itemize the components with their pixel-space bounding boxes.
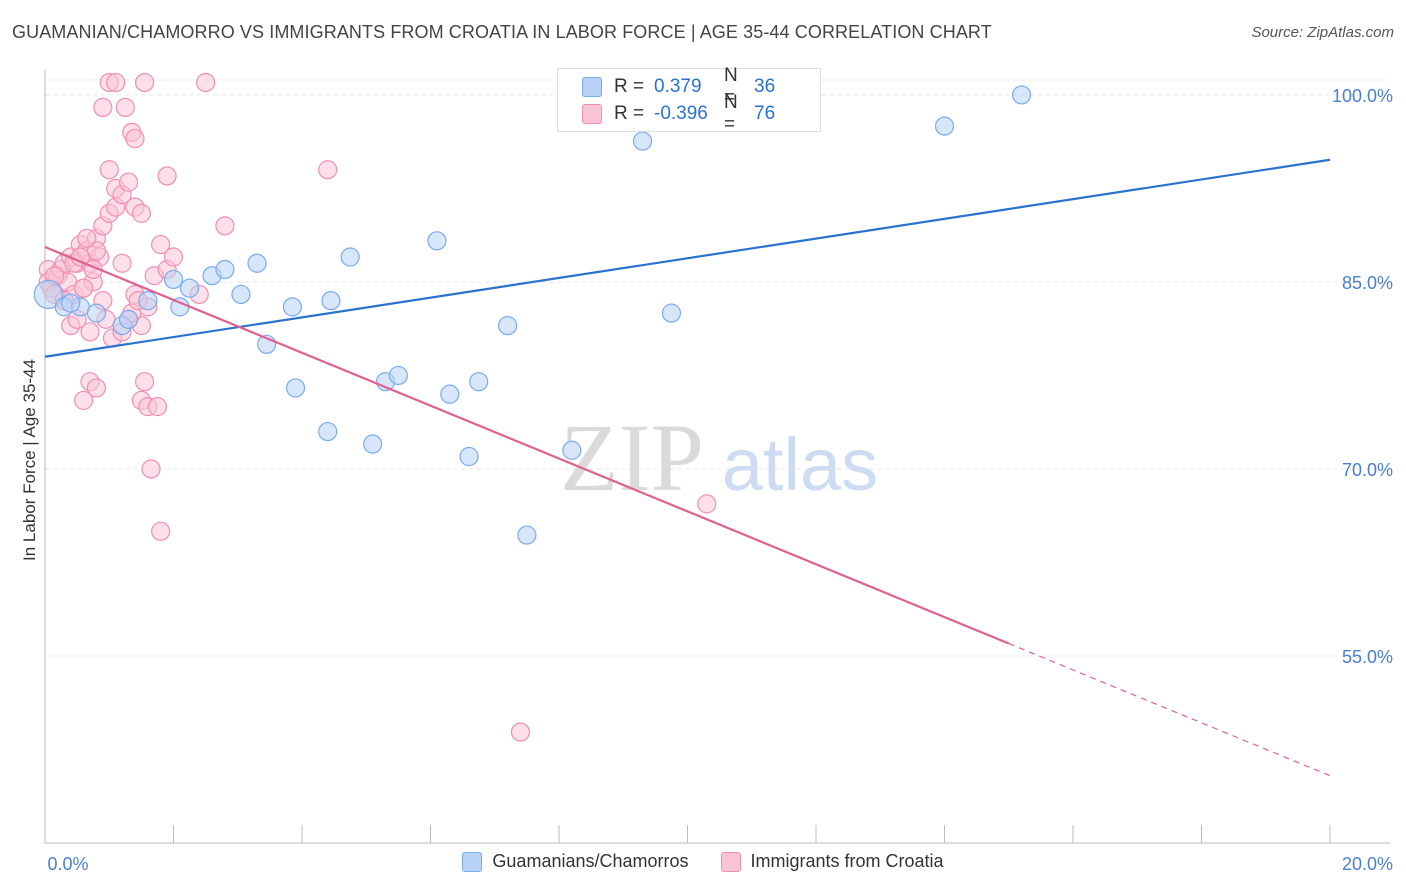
chart-source: Source: ZipAtlas.com: [1251, 24, 1394, 41]
y-tick-label: 100.0%: [1332, 86, 1393, 106]
croatia-point: [118, 172, 139, 192]
guamanian-point: [517, 525, 537, 545]
guamanian-point: [138, 291, 158, 311]
guamanian-point: [363, 434, 383, 454]
legend-swatch-croatia: [582, 104, 602, 124]
croatia-point: [163, 247, 184, 267]
legend-swatch-guamanian: [582, 77, 602, 97]
croatia-point: [697, 494, 717, 514]
tick-labels: 55.0% 70.0% 85.0% 100.0% 0.0% 20.0%: [47, 86, 1393, 874]
guamanian-point: [562, 440, 582, 460]
legend-row-guamanian: R = 0.379 N = 36: [582, 65, 776, 108]
n-label: N =: [724, 65, 738, 108]
r-label: R =: [614, 103, 645, 124]
croatia-point: [134, 372, 155, 392]
r-value-croatia: -0.396: [654, 103, 708, 124]
croatia-point: [151, 234, 171, 255]
watermark-zip: ZIP: [560, 404, 704, 511]
croatia-point: [196, 72, 216, 93]
guamanian-point: [215, 259, 235, 280]
guamanian-point: [285, 378, 306, 398]
series-croatia-points: [38, 72, 717, 742]
guamanian-point: [163, 269, 184, 290]
legend-label-croatia: Immigrants from Croatia: [750, 851, 944, 871]
croatia-point: [86, 378, 107, 398]
croatia-point: [510, 722, 531, 742]
guamanian-point: [469, 372, 489, 392]
croatia-point: [151, 521, 171, 541]
guamanian-point: [661, 303, 682, 323]
grid: [45, 79, 1390, 657]
guamanian-point: [934, 116, 955, 136]
legend-item-guamanian[interactable]: Guamanians/Chamorros: [462, 851, 689, 872]
guamanian-point: [179, 278, 200, 298]
guamanian-point: [427, 231, 447, 251]
croatia-point: [147, 397, 168, 417]
guamanian-point: [33, 279, 63, 310]
trend-line-croatia-extrapolated: [1008, 642, 1331, 777]
croatia-point: [157, 166, 177, 186]
guamanian-point: [321, 291, 341, 311]
croatia-point: [112, 253, 132, 273]
croatia-point: [73, 390, 94, 410]
guamanian-point: [632, 131, 653, 151]
guamanian-point: [247, 253, 267, 273]
trend-line-croatia: [44, 246, 1010, 645]
legend-row-croatia: R = -0.396 N = 76: [582, 92, 776, 135]
croatia-point: [318, 160, 338, 180]
guamanian-point: [318, 421, 338, 442]
n-value-croatia: 76: [754, 103, 776, 124]
croatia-point: [106, 72, 126, 93]
croatia-point: [115, 97, 135, 118]
trend-line-guamanian: [44, 158, 1331, 358]
croatia-point: [215, 216, 235, 236]
guamanian-point: [498, 315, 518, 336]
r-value-guamanian: 0.379: [654, 76, 702, 97]
croatia-point: [134, 72, 155, 93]
y-tick-label: 85.0%: [1342, 273, 1393, 293]
legend-swatch-guamanian: [462, 851, 483, 872]
guamanian-point: [340, 247, 360, 267]
y-tick-label: 70.0%: [1342, 460, 1393, 480]
guamanian-point: [1011, 85, 1032, 105]
guamanian-point: [282, 297, 302, 317]
croatia-point: [141, 459, 161, 479]
trend-lines: [44, 158, 1331, 777]
series-legend: Guamanians/Chamorros Immigrants from Cro…: [0, 851, 1406, 872]
croatia-point: [131, 203, 151, 223]
croatia-point: [80, 322, 100, 342]
n-label: N =: [724, 92, 738, 135]
legend-swatch-croatia: [720, 851, 741, 872]
legend-label-guamanian: Guamanians/Chamorros: [492, 851, 689, 871]
croatia-point: [93, 97, 113, 118]
guamanian-point: [231, 284, 251, 305]
croatia-point: [99, 160, 119, 180]
guamanian-point: [388, 365, 408, 386]
guamanian-point: [86, 303, 107, 323]
guamanian-point: [118, 309, 139, 329]
n-value-guamanian: 36: [754, 76, 776, 97]
guamanian-point: [459, 446, 479, 467]
guamanian-point: [61, 293, 81, 313]
watermark: ZIP atlas: [560, 404, 878, 511]
x-tick-label-min: 0.0%: [47, 854, 88, 874]
croatia-point: [77, 228, 97, 248]
watermark-atlas: atlas: [722, 423, 878, 506]
guamanian-point: [440, 384, 460, 404]
chart-title: GUAMANIAN/CHAMORRO VS IMMIGRANTS FROM CR…: [12, 22, 992, 42]
legend-item-croatia[interactable]: Immigrants from Croatia: [720, 851, 944, 872]
correlation-legend: R = 0.379 N = 36 R = -0.396 N = 76: [557, 65, 821, 135]
series-guamanian-points: [33, 72, 1032, 545]
x-tick-label-max: 20.0%: [1342, 854, 1393, 874]
r-label: R =: [614, 76, 645, 97]
croatia-point: [73, 278, 94, 298]
axes: [44, 70, 1390, 844]
croatia-point: [125, 128, 145, 149]
y-tick-label: 55.0%: [1342, 647, 1393, 667]
